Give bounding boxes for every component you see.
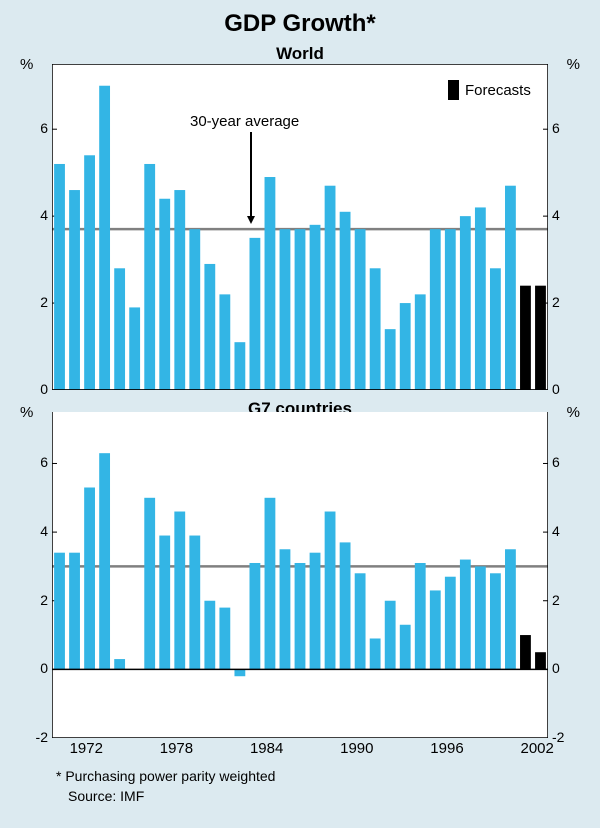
y-tick-label: 2 — [30, 592, 48, 608]
x-tick-label: 2002 — [520, 740, 553, 757]
y-tick-label: 0 — [552, 381, 570, 397]
x-tick-label: 1984 — [250, 740, 283, 757]
legend: Forecasts — [448, 80, 531, 100]
y-tick-label: -2 — [30, 729, 48, 745]
y-tick-label: 2 — [552, 592, 570, 608]
y-tick-label: 2 — [30, 294, 48, 310]
y-tick-label: 6 — [30, 120, 48, 136]
y-tick-label: 0 — [552, 660, 570, 676]
chart-world — [52, 64, 548, 390]
x-tick-label: 1978 — [160, 740, 193, 757]
chart-container: GDP Growth* World % % Forecasts 30-year … — [0, 0, 600, 828]
y-tick-label: -2 — [552, 729, 570, 745]
y-pct-upper-right: % — [567, 56, 580, 73]
y-tick-label: 6 — [552, 454, 570, 470]
y-pct-lower-left: % — [20, 404, 33, 421]
forecast-swatch — [448, 80, 459, 100]
source-label: Source: IMF — [68, 788, 144, 804]
y-tick-label: 4 — [552, 523, 570, 539]
chart-g7-svg — [52, 412, 548, 738]
y-tick-label: 0 — [30, 381, 48, 397]
chart-title: GDP Growth* — [0, 0, 600, 38]
y-tick-label: 4 — [30, 523, 48, 539]
y-tick-label: 4 — [30, 207, 48, 223]
y-tick-label: 4 — [552, 207, 570, 223]
chart-g7 — [52, 412, 548, 738]
subtitle-world: World — [0, 44, 600, 64]
x-tick-label: 1972 — [70, 740, 103, 757]
y-tick-label: 2 — [552, 294, 570, 310]
y-tick-label: 6 — [552, 120, 570, 136]
legend-label: Forecasts — [465, 82, 531, 99]
x-tick-label: 1990 — [340, 740, 373, 757]
avg-label: 30-year average — [190, 113, 299, 130]
y-pct-lower-right: % — [567, 404, 580, 421]
y-tick-label: 6 — [30, 454, 48, 470]
avg-arrow-head — [247, 216, 255, 224]
footnote: * Purchasing power parity weighted — [56, 768, 275, 784]
chart-world-svg — [52, 64, 548, 390]
x-tick-label: 1996 — [430, 740, 463, 757]
y-tick-label: 0 — [30, 660, 48, 676]
y-pct-upper-left: % — [20, 56, 33, 73]
avg-arrow-line — [250, 132, 252, 216]
